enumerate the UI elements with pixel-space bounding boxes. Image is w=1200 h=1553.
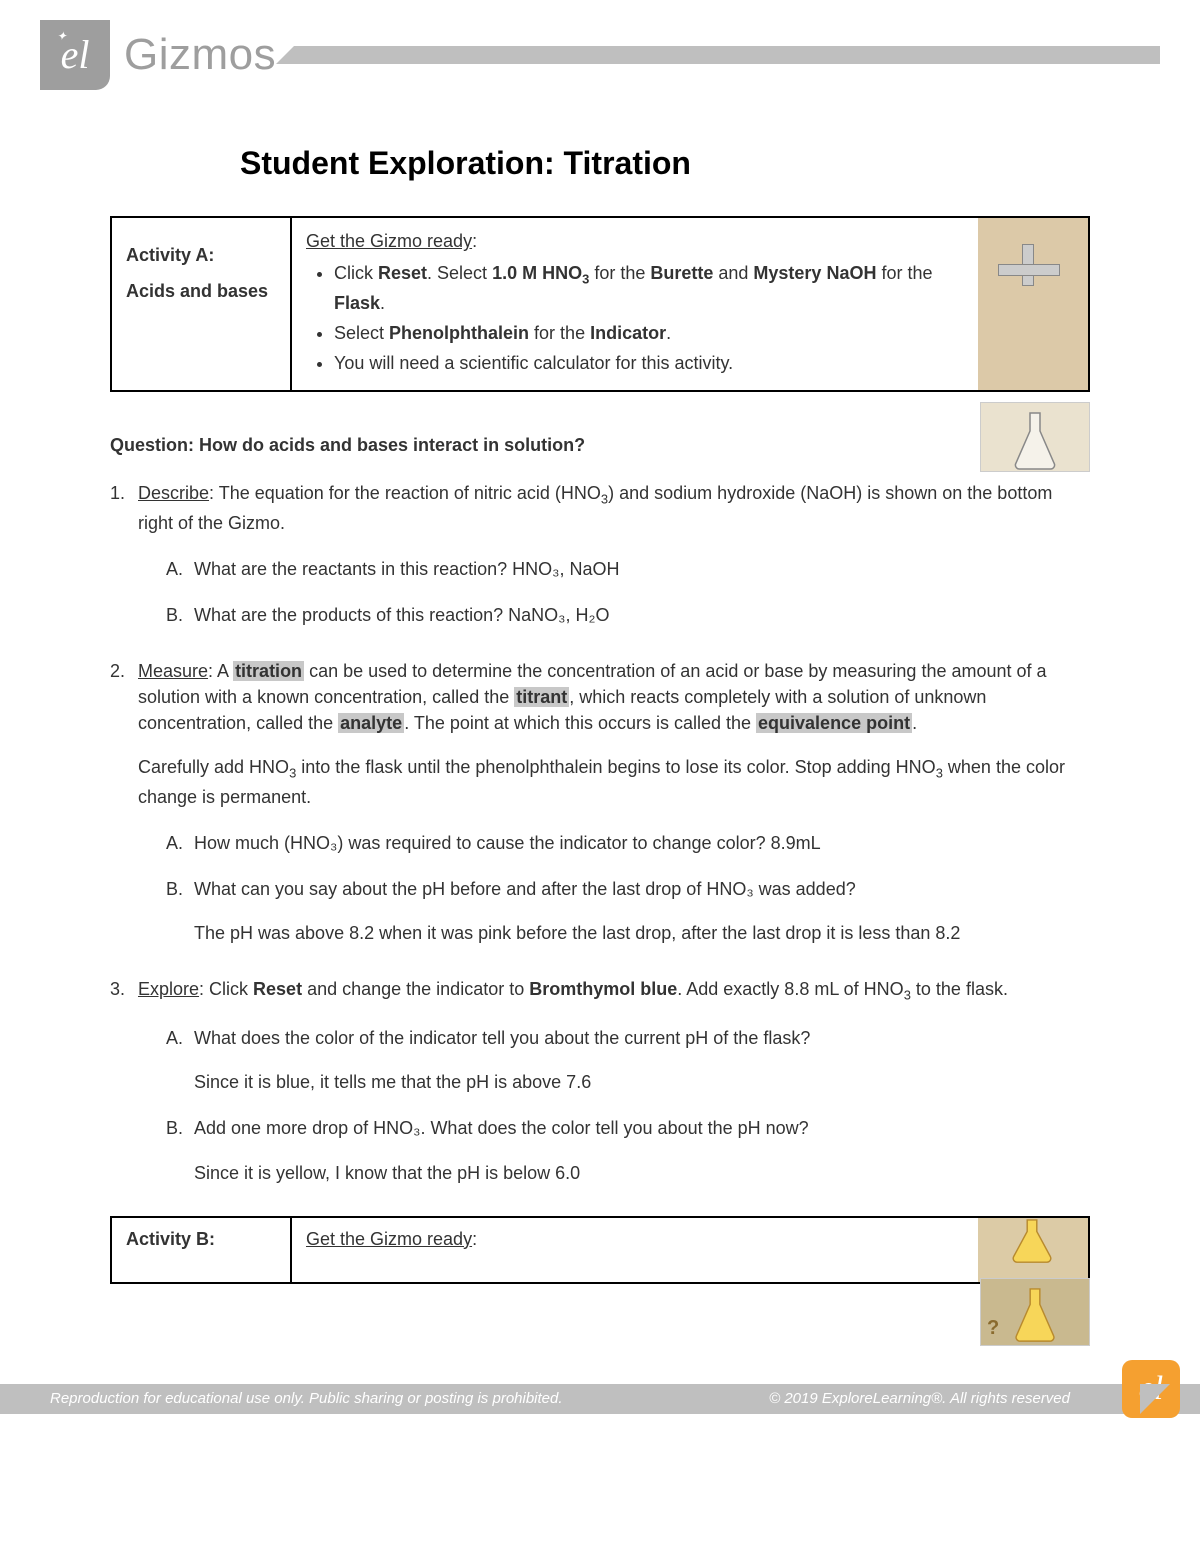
q2-para2: Carefully add HNO3 into the flask until … [138, 754, 1090, 809]
question-heading: Question: How do acids and bases interac… [110, 432, 1090, 458]
question-2: Measure: A titration can be used to dete… [110, 658, 1090, 946]
q2-b: What can you say about the pH before and… [166, 876, 1090, 946]
activity-b-label: Activity B: [112, 1218, 292, 1282]
footer-logo-icon: el [1122, 1360, 1180, 1418]
q3-b-answer: Since it is yellow, I know that the pH i… [194, 1160, 1090, 1186]
footer: Reproduction for educational use only. P… [0, 1384, 1200, 1414]
activity-a-subtitle: Acids and bases [126, 278, 276, 304]
q1-a: What are the reactants in this reaction?… [166, 556, 1090, 582]
header: el Gizmos [0, 0, 1200, 100]
burette-icon [998, 256, 1068, 284]
activity-b-image [978, 1218, 1088, 1282]
q2-b-answer: The pH was above 8.2 when it was pink be… [194, 920, 1090, 946]
q3-b: Add one more drop of HNO₃. What does the… [166, 1115, 1090, 1185]
flask-icon [980, 402, 1090, 472]
activity-a-box: Activity A: Acids and bases Get the Gizm… [110, 216, 1090, 392]
q3-a-answer: Since it is blue, it tells me that the p… [194, 1069, 1090, 1095]
footer-right: © 2019 ExploreLearning®. All rights rese… [769, 1388, 1070, 1410]
q3-a: What does the color of the indicator tel… [166, 1025, 1090, 1095]
question-3: Explore: Click Reset and change the indi… [110, 976, 1090, 1186]
ready-heading: Get the Gizmo ready [306, 231, 472, 251]
flask-b-icon [980, 1278, 1090, 1346]
q2-a: How much (HNO₃) was required to cause th… [166, 830, 1090, 856]
activity-a-image [978, 218, 1088, 390]
activity-a-label: Activity A: [126, 242, 276, 268]
brand-text: Gizmos [124, 23, 276, 87]
header-stripe [294, 46, 1160, 64]
question-1: Describe: The equation for the reaction … [110, 480, 1090, 628]
q1-b: What are the products of this reaction? … [166, 602, 1090, 628]
ready-bullet-1: Click Reset. Select 1.0 M HNO3 for the B… [334, 260, 964, 315]
ready-bullet-3: You will need a scientific calculator fo… [334, 350, 964, 376]
activity-b-box: Activity B: Get the Gizmo ready: [110, 1216, 1090, 1284]
activity-b-ready: Get the Gizmo ready [306, 1229, 472, 1249]
logo-icon: el [40, 20, 110, 90]
page-title: Student Exploration: Titration [240, 140, 1090, 186]
footer-left: Reproduction for educational use only. P… [50, 1388, 563, 1410]
ready-bullet-2: Select Phenolphthalein for the Indicator… [334, 320, 964, 346]
